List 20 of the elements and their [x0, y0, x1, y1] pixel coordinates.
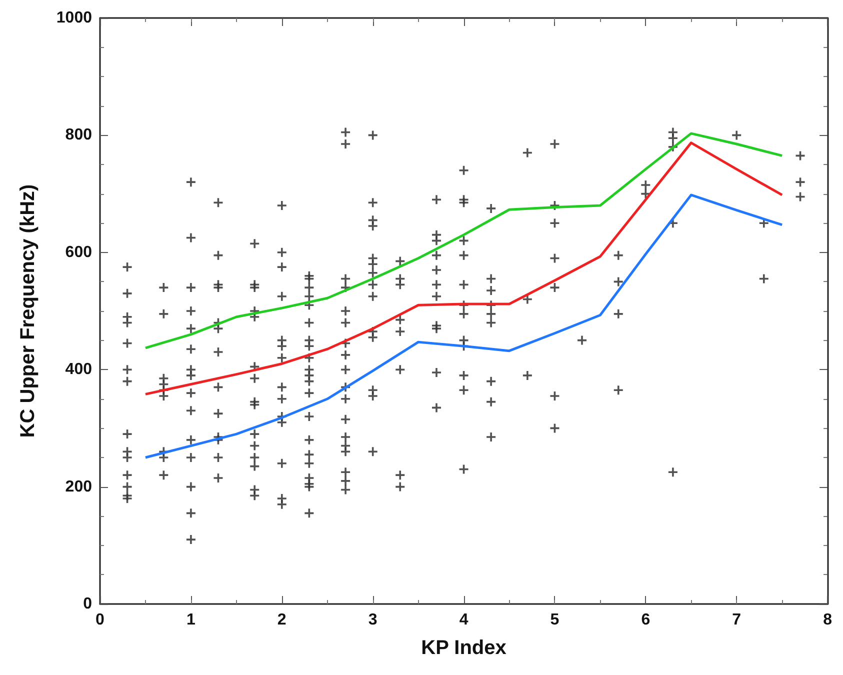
- line-series: [144, 132, 784, 350]
- x-tick-label: 4: [459, 612, 468, 628]
- y-tick-label: 400: [65, 361, 92, 378]
- x-tick-label: 2: [277, 612, 286, 628]
- y-tick-label: 800: [65, 126, 92, 144]
- y-tick-label: 600: [65, 244, 92, 261]
- x-tick-label: 0: [96, 612, 105, 628]
- y-axis-title: KC Upper Frequency (kHz): [17, 184, 39, 438]
- y-tick-label: 0: [83, 596, 92, 612]
- x-axis-title: KP Index: [421, 637, 506, 659]
- x-tick-label: 8: [823, 612, 832, 628]
- y-tick-label: 1000: [56, 10, 92, 26]
- x-tick-label: 5: [550, 612, 560, 628]
- line-series: [144, 194, 784, 459]
- x-tick-label: 7: [732, 612, 742, 628]
- x-tick-label: 6: [641, 612, 650, 628]
- x-tick-label: 3: [368, 612, 378, 628]
- x-tick-label: 1: [186, 612, 196, 628]
- y-tick-label: 200: [65, 478, 92, 496]
- line-series: [144, 142, 784, 396]
